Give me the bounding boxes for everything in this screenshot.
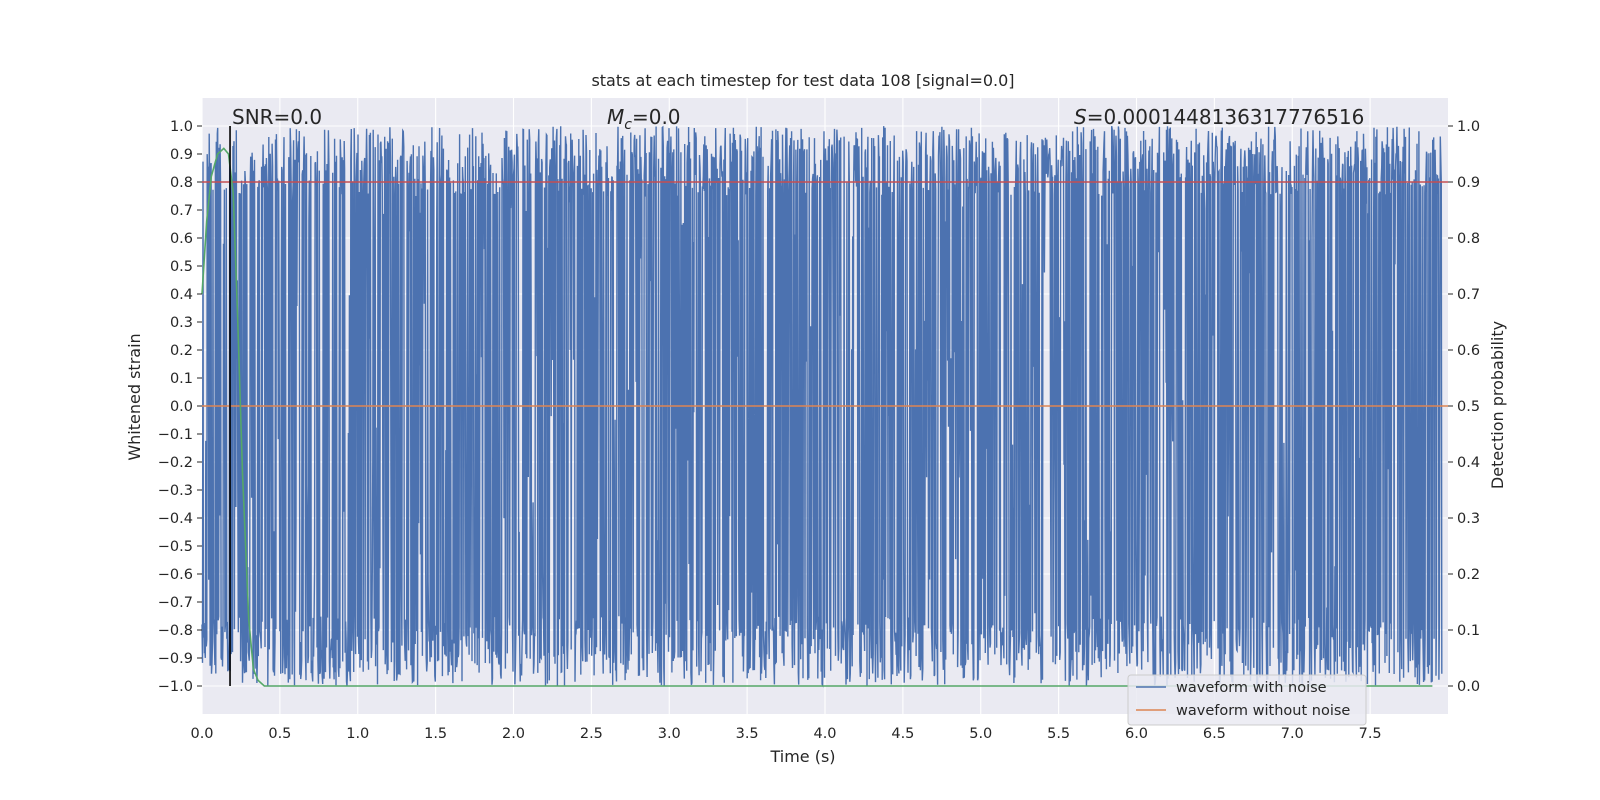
series-waveform-with-noise <box>201 125 1443 688</box>
y-tick-label: −1.0 <box>158 679 193 695</box>
chirp-mass-symbol: M <box>607 105 624 129</box>
x-axis-label: Time (s) <box>769 747 835 766</box>
s-annotation: S=0.0001448136317776516 <box>1074 105 1364 129</box>
y-tick-label: −0.5 <box>158 539 193 555</box>
legend: waveform with noise waveform without noi… <box>1127 674 1367 726</box>
x-tick-label: 5.0 <box>969 726 992 742</box>
y-right-tick-label: 0.9 <box>1457 175 1480 191</box>
y-tick-label: −0.6 <box>158 567 193 583</box>
s-value: =0.0001448136317776516 <box>1087 105 1365 129</box>
s-symbol: S <box>1074 105 1087 129</box>
y-tick-label: −0.3 <box>158 483 193 499</box>
y-right-tick-label: 0.0 <box>1457 679 1480 695</box>
x-tick-label: 6.0 <box>1125 726 1148 742</box>
y-tick-label: 0.0 <box>170 399 193 415</box>
y-tick-label: 0.3 <box>170 315 193 331</box>
x-tick-label: 7.0 <box>1281 726 1304 742</box>
x-tick-label: 3.0 <box>658 726 681 742</box>
x-tick-label: 3.5 <box>736 726 759 742</box>
y-right-tick-label: 0.5 <box>1457 399 1480 415</box>
chirp-mass-value: =0.0 <box>632 105 681 129</box>
detection-probability-line <box>201 147 1433 687</box>
x-tick-label: 2.0 <box>502 726 525 742</box>
y-tick-label: 0.1 <box>170 371 193 387</box>
y-axis-label: Whitened strain <box>125 333 144 460</box>
y-axis-label-right: Detection probability <box>1488 321 1507 489</box>
chirp-mass-annotation: Mc=0.0 <box>607 105 681 133</box>
x-tick-label: 4.0 <box>813 726 836 742</box>
y-tick-label: 0.8 <box>170 175 193 191</box>
noise-waveform-line <box>201 125 1443 688</box>
x-tick-label: 0.5 <box>268 726 291 742</box>
y-tick-label: 0.2 <box>170 343 193 359</box>
chart-title: stats at each timestep for test data 108… <box>591 71 1014 90</box>
legend-box <box>1127 674 1367 726</box>
legend-label-noise: waveform with noise <box>1176 680 1327 696</box>
chirp-mass-subscript: c <box>624 117 632 133</box>
x-tick-label: 5.5 <box>1047 726 1070 742</box>
x-tick-label: 2.5 <box>580 726 603 742</box>
y-tick-label: 0.4 <box>170 287 193 303</box>
x-tick-label: 1.0 <box>346 726 369 742</box>
y-ticks-right: 1.0 0.9 0.8 0.7 0.6 0.5 0.4 0.3 0.2 0.1 0.0 <box>1448 119 1480 695</box>
y-tick-label: 1.0 <box>170 119 193 135</box>
y-tick-label: −0.1 <box>158 427 193 443</box>
x-tick-label: 0.0 <box>190 726 213 742</box>
y-tick-label: −0.9 <box>158 651 193 667</box>
y-right-tick-label: 0.1 <box>1457 623 1480 639</box>
y-right-tick-label: 0.6 <box>1457 343 1480 359</box>
x-ticks: 0.0 0.5 1.0 1.5 2.0 2.5 3.0 3.5 4.0 4.5 5.0 5.5 6.0 6… <box>190 726 1381 742</box>
y-tick-label: 0.7 <box>170 203 193 219</box>
x-tick-label: 4.5 <box>891 726 914 742</box>
y-right-tick-label: 0.3 <box>1457 511 1480 527</box>
y-tick-label: 0.6 <box>170 231 193 247</box>
y-tick-label: −0.8 <box>158 623 193 639</box>
y-tick-label: 0.9 <box>170 147 193 163</box>
y-tick-label: −0.7 <box>158 595 193 611</box>
x-tick-label: 6.5 <box>1203 726 1226 742</box>
legend-label-clean: waveform without noise <box>1176 703 1350 719</box>
overlay-lines <box>201 126 1448 687</box>
y-right-tick-label: 0.7 <box>1457 287 1480 303</box>
y-tick-label: −0.4 <box>158 511 193 527</box>
y-right-tick-label: 0.4 <box>1457 455 1480 471</box>
x-tick-label: 1.5 <box>424 726 447 742</box>
y-tick-label: 0.5 <box>170 259 193 275</box>
snr-annotation: SNR=0.0 <box>232 105 322 129</box>
y-right-tick-label: 0.2 <box>1457 567 1480 583</box>
y-ticks-left: 1.0 0.9 0.8 0.7 0.6 0.5 0.4 0.3 0.2 0.1 0.0 −0.1 −0.… <box>158 119 202 695</box>
y-right-tick-label: 0.8 <box>1457 231 1480 247</box>
y-tick-label: −0.2 <box>158 455 193 471</box>
y-right-tick-label: 1.0 <box>1457 119 1480 135</box>
x-tick-label: 7.5 <box>1359 726 1382 742</box>
